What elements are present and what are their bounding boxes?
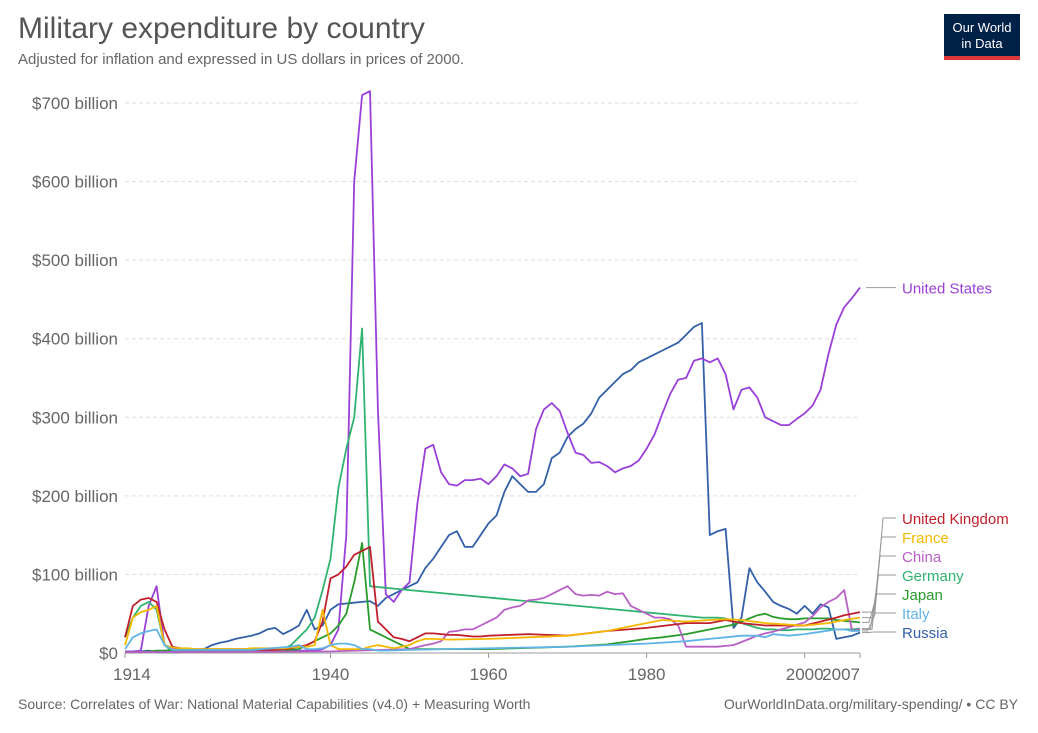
- chart-subtitle: Adjusted for inflation and expressed in …: [18, 51, 465, 68]
- legend-connector: [862, 593, 896, 623]
- x-tick-label: 1980: [628, 665, 666, 684]
- y-tick-label: $400 billion: [32, 330, 118, 349]
- y-tick-label: $500 billion: [32, 251, 118, 270]
- legend-label-united-kingdom[interactable]: United Kingdom: [902, 511, 1009, 528]
- gridlines: [125, 102, 860, 654]
- series-lines: [124, 90, 861, 654]
- legend-label-china[interactable]: China: [902, 549, 942, 566]
- owid-logo[interactable]: Our World in Data: [944, 14, 1020, 60]
- series-line-italy[interactable]: [124, 628, 860, 652]
- x-tick-label: 1960: [470, 665, 508, 684]
- legend-label-japan[interactable]: Japan: [902, 587, 943, 604]
- legend-connector: [862, 555, 896, 630]
- y-tick-label: $600 billion: [32, 173, 118, 192]
- legend-connector: [862, 574, 896, 630]
- legend-label-germany[interactable]: Germany: [902, 568, 964, 585]
- logo-line-2: in Data: [961, 36, 1003, 51]
- legend-label-france[interactable]: France: [902, 530, 949, 547]
- logo-accent-bar: [944, 56, 1020, 60]
- chart-title: Military expenditure by country: [18, 12, 425, 45]
- series-line-russia[interactable]: [125, 322, 861, 654]
- legend: United States United Kingdom France China Ge…: [862, 281, 1009, 642]
- y-tick-label: $0: [99, 644, 118, 663]
- x-tick-label: 1940: [312, 665, 350, 684]
- legend-connector: [862, 536, 896, 619]
- series-line-germany[interactable]: [124, 327, 861, 653]
- legend-label-italy[interactable]: Italy: [902, 606, 930, 623]
- legend-connector: [862, 631, 896, 634]
- series-line-china[interactable]: [124, 585, 861, 654]
- legend-label-united-states[interactable]: United States: [902, 281, 992, 298]
- series-line-france[interactable]: [124, 605, 861, 650]
- logo-line-1: Our World: [952, 20, 1012, 35]
- footer-url[interactable]: OurWorldInData.org/military-spending/ • …: [723, 696, 1018, 712]
- x-tick-label: 2007: [822, 665, 860, 684]
- y-tick-label: $700 billion: [32, 94, 118, 113]
- y-tick-label: $100 billion: [32, 565, 118, 584]
- y-tick-label: $200 billion: [32, 487, 118, 506]
- legend-connector: [862, 612, 896, 632]
- x-tick-label: 1914: [113, 665, 151, 684]
- x-tick-label: 2000: [786, 665, 824, 684]
- y-axis-ticks: $0 $100 billion $200 billion $300 billion $4…: [32, 94, 118, 663]
- legend-label-russia[interactable]: Russia: [902, 625, 949, 642]
- source-note: Source: Correlates of War: National Mate…: [18, 696, 531, 712]
- y-tick-label: $300 billion: [32, 408, 118, 427]
